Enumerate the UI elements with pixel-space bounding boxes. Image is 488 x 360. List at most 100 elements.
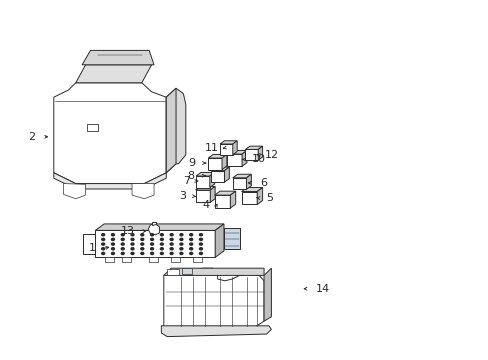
Circle shape xyxy=(199,234,202,236)
Text: 5: 5 xyxy=(266,193,273,203)
Circle shape xyxy=(141,252,143,255)
Bar xyxy=(227,154,242,166)
Bar xyxy=(105,257,114,262)
Polygon shape xyxy=(210,186,215,202)
Polygon shape xyxy=(76,65,151,83)
Polygon shape xyxy=(227,150,246,154)
Text: 6: 6 xyxy=(260,178,267,188)
Bar xyxy=(210,171,224,182)
Polygon shape xyxy=(166,88,176,173)
Circle shape xyxy=(131,248,134,250)
Text: 1: 1 xyxy=(88,243,95,253)
Circle shape xyxy=(189,243,192,245)
Circle shape xyxy=(141,243,143,245)
Text: 12: 12 xyxy=(264,150,279,160)
Bar xyxy=(214,195,230,208)
Circle shape xyxy=(199,248,202,250)
Circle shape xyxy=(150,234,153,236)
Bar xyxy=(245,149,258,160)
Text: 13: 13 xyxy=(120,226,134,236)
Polygon shape xyxy=(232,174,251,178)
Bar xyxy=(232,178,246,189)
Circle shape xyxy=(121,243,124,245)
Circle shape xyxy=(111,248,114,250)
Bar xyxy=(208,158,222,170)
Text: 2: 2 xyxy=(28,132,35,142)
Bar xyxy=(241,192,257,204)
Polygon shape xyxy=(163,268,264,275)
Polygon shape xyxy=(195,186,215,190)
Circle shape xyxy=(102,243,104,245)
Circle shape xyxy=(170,234,173,236)
Bar xyxy=(167,269,179,275)
Circle shape xyxy=(199,243,202,245)
Circle shape xyxy=(111,238,114,240)
Bar xyxy=(196,176,209,188)
Polygon shape xyxy=(246,174,251,189)
Bar xyxy=(171,257,180,262)
Text: 10: 10 xyxy=(252,154,266,165)
Polygon shape xyxy=(241,188,262,192)
Text: 9: 9 xyxy=(188,158,195,168)
Circle shape xyxy=(180,248,183,250)
Circle shape xyxy=(180,243,183,245)
Circle shape xyxy=(141,248,143,250)
Circle shape xyxy=(170,238,173,240)
Circle shape xyxy=(189,238,192,240)
Polygon shape xyxy=(215,224,224,257)
Bar xyxy=(220,144,232,155)
Polygon shape xyxy=(132,184,154,199)
Circle shape xyxy=(150,238,153,240)
Polygon shape xyxy=(166,88,185,173)
Circle shape xyxy=(102,238,104,240)
Circle shape xyxy=(102,248,104,250)
Polygon shape xyxy=(224,167,229,182)
Circle shape xyxy=(141,234,143,236)
Circle shape xyxy=(199,238,202,240)
Polygon shape xyxy=(54,83,166,184)
Polygon shape xyxy=(163,268,264,333)
Circle shape xyxy=(189,252,192,255)
Circle shape xyxy=(111,234,114,236)
Circle shape xyxy=(111,243,114,245)
Polygon shape xyxy=(63,184,85,199)
Polygon shape xyxy=(232,141,237,155)
Polygon shape xyxy=(210,167,229,171)
Polygon shape xyxy=(258,146,262,160)
Polygon shape xyxy=(196,172,214,176)
Bar xyxy=(193,257,202,262)
Polygon shape xyxy=(151,222,155,225)
Circle shape xyxy=(150,243,153,245)
Bar xyxy=(83,234,95,254)
Text: 14: 14 xyxy=(315,284,329,294)
Circle shape xyxy=(131,234,134,236)
Circle shape xyxy=(121,252,124,255)
Circle shape xyxy=(180,234,183,236)
Polygon shape xyxy=(230,191,235,208)
Bar xyxy=(122,257,131,262)
Polygon shape xyxy=(95,224,224,230)
Circle shape xyxy=(102,234,104,236)
Circle shape xyxy=(160,248,163,250)
Circle shape xyxy=(199,252,202,255)
Circle shape xyxy=(121,238,124,240)
Circle shape xyxy=(170,252,173,255)
Text: 11: 11 xyxy=(204,143,219,153)
Circle shape xyxy=(189,248,192,250)
Circle shape xyxy=(170,243,173,245)
Circle shape xyxy=(160,252,163,255)
Polygon shape xyxy=(82,50,154,65)
Circle shape xyxy=(131,243,134,245)
Circle shape xyxy=(160,234,163,236)
Polygon shape xyxy=(245,146,262,149)
Polygon shape xyxy=(222,154,226,170)
Bar xyxy=(95,230,215,257)
Circle shape xyxy=(170,248,173,250)
Circle shape xyxy=(180,252,183,255)
Polygon shape xyxy=(214,191,235,195)
Polygon shape xyxy=(148,224,159,235)
Circle shape xyxy=(141,238,143,240)
Circle shape xyxy=(111,252,114,255)
Text: 4: 4 xyxy=(202,200,209,210)
Circle shape xyxy=(150,248,153,250)
